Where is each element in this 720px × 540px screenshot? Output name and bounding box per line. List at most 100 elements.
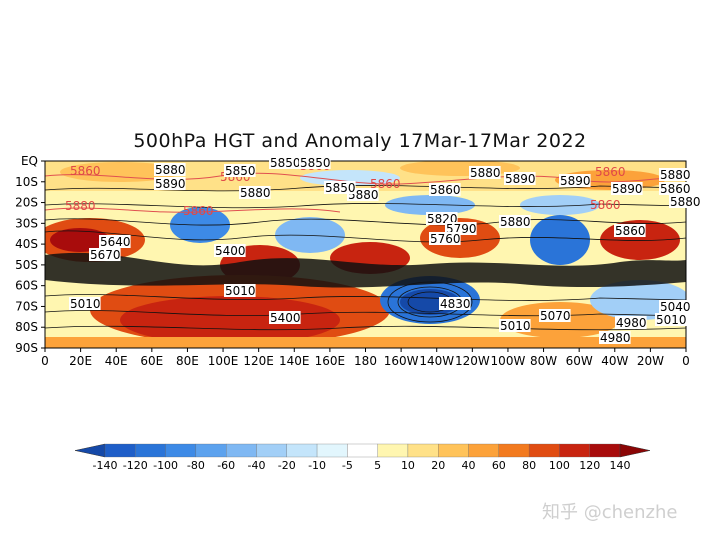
colorbar-segment [589, 443, 621, 458]
lon-tick-label: 0 [682, 354, 690, 368]
colorbar-segment [104, 443, 136, 458]
height-contour-label: 5640 [100, 235, 131, 249]
lon-tick-label: 20W [637, 354, 664, 368]
lon-tick-label: 80E [176, 354, 199, 368]
height-contour-label: 5880 [155, 163, 186, 177]
warm-anomaly-core [50, 228, 110, 252]
climatology-contour-label: 5860 [590, 198, 621, 212]
contour-label-box [269, 156, 301, 169]
height-contour-label: 4980 [616, 316, 647, 330]
contour-label-box [669, 195, 701, 208]
contour-labels: 5860586058605880586058605860586058805890… [65, 156, 701, 345]
colorbar-low-extension [74, 443, 106, 458]
height-contour-label: 5670 [90, 248, 121, 262]
lon-tick-label: 20E [69, 354, 92, 368]
colorbar-tick-label: -20 [278, 459, 296, 472]
contour-label-box [324, 181, 356, 194]
warm-anomaly [60, 162, 180, 182]
contour-label-box [659, 182, 691, 195]
contour-label-box [599, 331, 631, 344]
contour-label-box [659, 300, 691, 313]
colorbar-tick-label: 10 [401, 459, 415, 472]
lon-tick-label: 120W [455, 354, 490, 368]
colorbar-segment [498, 443, 530, 458]
colorbar-high-extension [619, 443, 651, 458]
contour-label-box [655, 313, 687, 326]
colorbar-segment [347, 443, 378, 458]
cool-anomaly [530, 215, 590, 265]
height-contour-label: 5850 [325, 181, 356, 195]
contour-label-box [429, 232, 461, 245]
lon-tick-label: 80W [530, 354, 557, 368]
latitude-axis: EQ 10S 20S 30S 40S 50S 60S 70S 80S 90S [15, 154, 45, 355]
height-contour-label: 4830 [440, 297, 471, 311]
contour-label-box [299, 156, 331, 169]
colorbar-segment [528, 443, 560, 458]
colorbar-segment [195, 443, 227, 458]
pole-band [45, 337, 686, 348]
lon-tick-label: 100E [208, 354, 239, 368]
height-contour-label: 5010 [225, 284, 256, 298]
height-contour-label: 5400 [215, 244, 246, 258]
lon-tick-label: 100W [491, 354, 526, 368]
colorbar-tick-label: -40 [247, 459, 265, 472]
lon-tick-label: 0 [41, 354, 49, 368]
longitude-axis: 0 20E 40E 60E 80E 100E 120E 140E 160E 180 160W 140W… [41, 348, 690, 368]
colorbar-tick-label: -120 [123, 459, 148, 472]
height-contour-label: 5880 [670, 195, 701, 209]
height-contour-label: 5860 [430, 183, 461, 197]
height-contour-label: 5850 [225, 164, 256, 178]
height-contour-label: 5400 [270, 311, 301, 325]
colorbar-tick-label: -80 [187, 459, 205, 472]
climatology-contour-label: 5860 [595, 165, 626, 179]
colorbar-segment [407, 443, 439, 458]
height-contour-label: 5890 [155, 177, 186, 191]
height-contour-label: 5890 [505, 172, 536, 186]
colorbar-tick-label: -10 [308, 459, 326, 472]
contour-label-box [439, 297, 471, 310]
cool-anomaly [275, 217, 345, 253]
lon-tick-label: 40E [105, 354, 128, 368]
colorbar-segment [316, 443, 348, 458]
height-contour-label: 5880 [660, 168, 691, 182]
colorbar-segment [226, 443, 257, 458]
lat-tick-label: 80S [15, 320, 38, 334]
contour-label-box [224, 284, 256, 297]
height-contour-label: 5880 [240, 186, 271, 200]
lat-tick-label: 70S [15, 299, 38, 313]
climatology-contour-label: 5860 [370, 177, 401, 191]
contour-label-box [539, 309, 571, 322]
height-contour-label: 5880 [348, 188, 379, 202]
lon-tick-label: 160E [315, 354, 346, 368]
colorbar-segment [165, 443, 197, 458]
watermark: 知乎 @chenzhe [542, 502, 678, 523]
lat-tick-label: 30S [15, 216, 38, 230]
lat-tick-label: 20S [15, 196, 38, 210]
colorbar-tick-label: 5 [374, 459, 381, 472]
lon-tick-label: 60E [140, 354, 163, 368]
colorbar-segment [286, 443, 318, 458]
colorbar-tick-label: 40 [462, 459, 476, 472]
height-contour-label: 5850 [270, 156, 301, 170]
contour-label-box [99, 235, 131, 248]
contour-label-box [614, 224, 646, 237]
lon-tick-label: 140E [279, 354, 310, 368]
height-contour-label: 4980 [600, 331, 631, 345]
height-contour-label: 5010 [500, 319, 531, 333]
contour-label-box [269, 311, 301, 324]
height-contour-label: 5880 [500, 215, 531, 229]
colorbar-tick-label: 80 [522, 459, 536, 472]
lon-tick-label: 140W [419, 354, 454, 368]
contour-label-box [224, 164, 256, 177]
height-contour-label: 5860 [615, 224, 646, 238]
map-title: 500hPa HGT and Anomaly 17Mar-17Mar 2022 [133, 130, 587, 152]
contour-label-box [659, 168, 691, 181]
height-contour-label: 5850 [300, 156, 331, 170]
colorbar-tick-label: 20 [431, 459, 445, 472]
colorbar-tick-label: 120 [579, 459, 600, 472]
contour-label-box [499, 215, 531, 228]
colorbar-tick-label: -140 [93, 459, 118, 472]
colorbar-tick-label: 100 [549, 459, 570, 472]
height-contour-label: 5010 [656, 313, 687, 327]
lon-tick-label: 180 [354, 354, 377, 368]
